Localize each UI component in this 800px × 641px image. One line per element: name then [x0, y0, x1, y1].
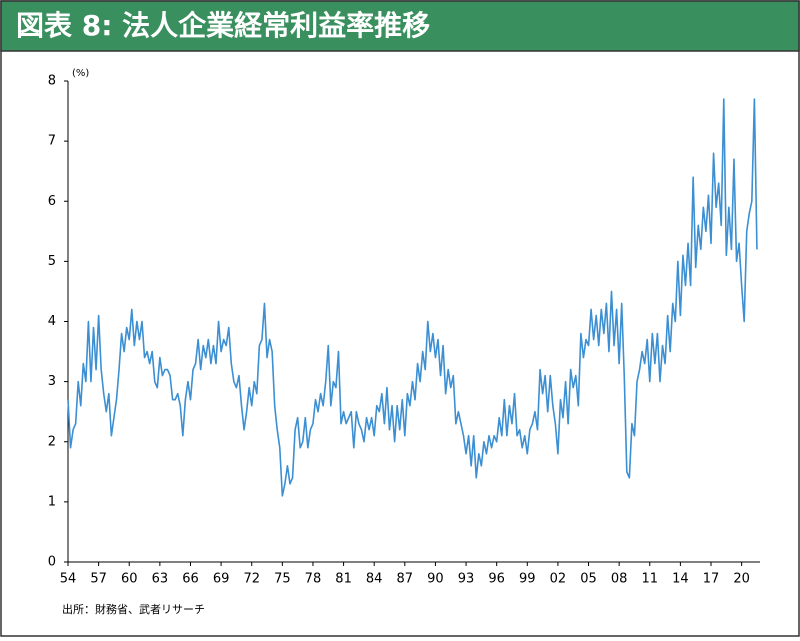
x-tick-label: 11 [641, 572, 658, 587]
y-axis-label: (%) [72, 68, 89, 79]
y-tick-label: 8 [48, 74, 56, 89]
x-tick-label: 78 [305, 572, 322, 587]
data-line [67, 98, 758, 497]
x-tick-label: 90 [427, 572, 444, 587]
x-tick-label: 54 [60, 572, 77, 587]
x-tick-label: 75 [274, 572, 291, 587]
x-tick-label: 72 [243, 572, 260, 587]
x-tick-label: 63 [152, 572, 169, 587]
x-tick-label: 60 [121, 572, 138, 587]
title-banner [0, 0, 800, 52]
x-tick-label: 02 [550, 572, 567, 587]
x-tick-label: 17 [703, 572, 720, 587]
source-note: 出所：財務省、武者リサーチ [62, 602, 205, 616]
y-tick-label: 5 [48, 254, 56, 269]
x-tick-label: 99 [519, 572, 536, 587]
y-tick-label: 0 [48, 555, 56, 570]
chart-title: 図表 8: 法人企業経常利益率推移 [16, 9, 430, 42]
x-tick-label: 66 [182, 572, 199, 587]
y-tick-label: 4 [48, 314, 56, 329]
x-tick-label: 69 [213, 572, 230, 587]
x-tick-label: 14 [672, 572, 689, 587]
x-tick-label: 05 [580, 572, 597, 587]
y-tick-label: 3 [48, 374, 56, 389]
x-tick-label: 81 [335, 572, 352, 587]
y-tick-label: 7 [48, 134, 56, 149]
y-tick-label: 1 [48, 494, 56, 509]
x-tick-label: 20 [733, 572, 750, 587]
x-tick-label: 87 [397, 572, 414, 587]
y-tick-label: 6 [48, 194, 56, 209]
x-tick-label: 84 [366, 572, 383, 587]
y-tick-label: 2 [48, 434, 56, 449]
x-tick-label: 96 [488, 572, 505, 587]
x-tick-label: 08 [611, 572, 628, 587]
x-tick-label: 93 [458, 572, 475, 587]
x-tick-label: 57 [90, 572, 107, 587]
